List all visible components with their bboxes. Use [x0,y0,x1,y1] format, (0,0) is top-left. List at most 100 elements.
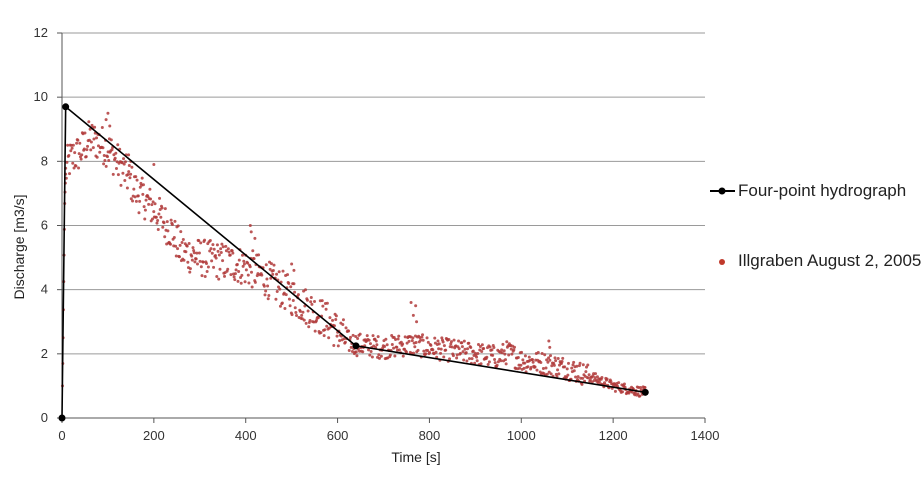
scatter-point [493,357,497,361]
scatter-point [394,338,398,342]
scatter-point [158,196,162,200]
scatter-point [72,166,76,170]
scatter-point [368,353,372,357]
scatter-point [224,244,228,248]
scatter-point [193,260,197,264]
scatter-point [278,287,282,291]
x-tick-label: 1200 [599,428,628,443]
scatter-point [201,260,205,264]
scatter-point [155,221,159,225]
scatter-point [319,331,323,335]
scatter-point [547,356,551,360]
scatter-point [548,345,552,349]
scatter-point [437,347,441,351]
scatter-point [241,264,245,268]
scatter-point [397,348,401,352]
scatter-point [491,353,495,357]
scatter-point [322,334,326,338]
scatter-point [578,361,582,365]
scatter-point [133,195,137,199]
x-tick-label: 0 [58,428,65,443]
scatter-point [523,354,527,358]
scatter-point [396,337,400,341]
scatter-point [460,345,464,349]
scatter-point [375,343,379,347]
scatter-point [114,166,118,170]
scatter-point [228,253,232,257]
scatter-point [156,228,160,232]
scatter-point [168,242,172,246]
legend-label-four-point: Four-point hydrograph [738,181,906,200]
scatter-point [156,219,160,223]
scatter-point [549,354,552,358]
x-tick-label: 1400 [691,428,720,443]
scatter-point [547,370,551,374]
scatter-point [393,354,397,358]
scatter-point [586,363,590,367]
scatter-point [190,254,194,258]
scatter-point [575,364,579,368]
scatter-point [505,340,509,344]
scatter-point [161,225,165,229]
scatter-point [553,356,557,360]
scatter-point [226,267,230,271]
scatter-point [521,358,525,362]
scatter-point [478,344,482,348]
scatter-point [536,351,540,355]
scatter-point [106,111,110,115]
scatter-point [385,343,389,347]
scatter-point [240,273,244,277]
scatter-point [543,353,547,357]
scatter-point [546,360,550,364]
scatter-point [152,163,156,167]
scatter-point [85,148,89,152]
scatter-point [95,136,99,140]
scatter-point [179,230,183,234]
scatter-point [248,224,252,227]
scatter-point [429,343,433,347]
scatter-point [143,208,147,212]
scatter-point [320,299,324,303]
scatter-point [448,357,452,361]
scatter-point [503,352,507,356]
scatter-point [148,187,152,191]
y-tick-label: 6 [41,218,48,233]
scatter-point [190,258,194,262]
scatter-point [341,323,345,326]
scatter-point [460,341,464,345]
scatter-point [122,162,126,166]
scatter-point [304,288,308,292]
scatter-point [182,258,186,262]
scatter-point [239,281,243,285]
scatter-point [143,217,147,221]
scatter-point [300,313,304,317]
scatter-point [69,149,73,153]
scatter-point [223,274,226,278]
hydrograph-point [62,103,70,111]
x-tick-label: 200 [143,428,165,443]
scatter-point [354,335,358,338]
scatter-point [588,378,592,382]
scatter-point [89,140,93,144]
scatter-point [174,254,178,258]
scatter-point [334,318,338,322]
scatter-point [571,363,575,367]
scatter-point [199,241,203,245]
scatter-point [313,329,317,333]
scatter-point [556,368,560,372]
scatter-point [419,338,423,342]
scatter-point [495,363,499,367]
scatter-point [210,251,214,255]
scatter-point [128,176,132,180]
scatter-point [397,334,401,338]
scatter-point [269,276,273,280]
scatter-point [266,284,270,288]
scatter-point [411,313,415,317]
scatter-point [84,155,88,159]
scatter-point [163,235,167,239]
scatter-point [502,349,506,353]
scatter-point [535,368,539,372]
scatter-point [281,269,285,273]
scatter-point [291,299,295,303]
scatter-point [230,249,234,253]
